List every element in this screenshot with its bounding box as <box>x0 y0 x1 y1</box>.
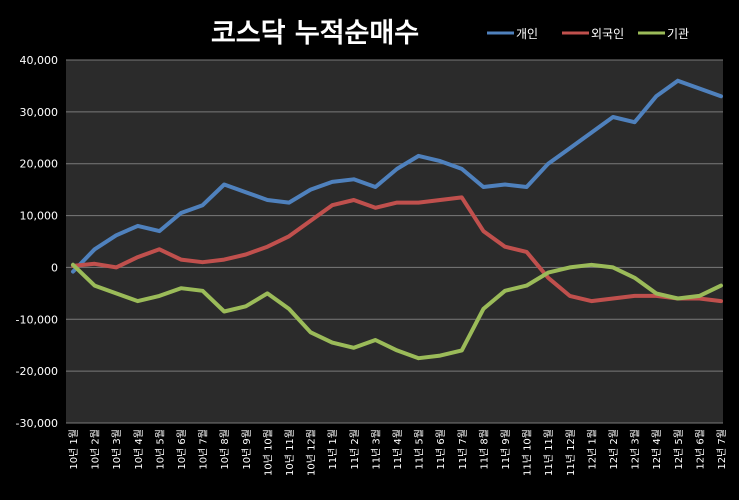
x-tick-label: 10년 1월 <box>68 429 80 470</box>
x-tick-label: 10년 4월 <box>133 429 145 470</box>
x-tick-label: 12년 7월 <box>716 429 728 470</box>
x-tick-label: 10년 7월 <box>198 429 210 470</box>
chart-title: 코스닥 누적순매수 <box>211 18 419 49</box>
y-tick-label: 40,000 <box>20 54 59 67</box>
x-tick-label: 10년 8월 <box>219 429 231 470</box>
y-tick-label: -30,000 <box>16 417 58 430</box>
x-tick-label: 10년 12월 <box>306 429 318 476</box>
x-tick-label: 11년 9월 <box>500 429 512 470</box>
x-tick-label: 11년 8월 <box>478 429 490 470</box>
series-line-기관 <box>71 262 723 361</box>
x-tick-label: 11년 4월 <box>392 429 404 470</box>
x-tick-label: 10년 5월 <box>154 429 166 470</box>
series-lines <box>71 78 723 361</box>
series-line-개인 <box>71 78 723 274</box>
plot-area <box>66 60 723 423</box>
legend: 개인 외국인 기관 <box>487 27 689 41</box>
x-tick-label: 11년 6월 <box>435 429 447 470</box>
x-tick-label: 12년 1월 <box>586 429 598 470</box>
y-tick-label: 10,000 <box>20 210 59 223</box>
x-tick-label: 11년 7월 <box>457 429 469 470</box>
x-tick-label: 10년 2월 <box>90 429 102 470</box>
x-tick-label: 11년 5월 <box>414 429 426 470</box>
x-tick-label: 11년 12월 <box>565 429 577 476</box>
x-tick-label: 11년 11월 <box>543 429 555 476</box>
y-tick-label: 0 <box>51 261 58 274</box>
legend-label: 기관 <box>667 27 689 41</box>
x-tick-label: 12년 2월 <box>608 429 620 470</box>
x-tick-label: 10년 10월 <box>262 429 274 476</box>
x-tick-label: 10년 6월 <box>176 429 188 470</box>
x-tick-label: 10년 3월 <box>111 429 123 470</box>
x-tick-label: 11년 3월 <box>370 429 382 470</box>
series-line-외국인 <box>71 195 723 304</box>
x-tick-label: 10년 11월 <box>284 429 296 476</box>
y-tick-label: -20,000 <box>16 365 58 378</box>
x-tick-label: 10년 9월 <box>241 429 253 470</box>
x-tick-label: 12년 3월 <box>630 429 642 470</box>
x-tick-label: 12년 6월 <box>694 429 706 470</box>
x-axis-ticks: 10년 1월 10년 2월 10년 3월 10년 4월 10년 5월 10년 6월 10년 … <box>68 429 728 476</box>
x-tick-label: 11년 2월 <box>349 429 361 470</box>
x-tick-label: 12년 5월 <box>673 429 685 470</box>
legend-label: 외국인 <box>591 27 624 41</box>
x-tick-label: 11년 10월 <box>522 429 534 476</box>
legend-label: 개인 <box>516 27 538 41</box>
x-tick-label: 12년 4월 <box>651 429 663 470</box>
y-tick-label: 30,000 <box>20 106 59 119</box>
y-axis-ticks: 40,000 30,000 20,000 10,000 0 -10,000 -20,000 -… <box>16 54 58 430</box>
y-tick-label: -10,000 <box>16 313 58 326</box>
x-tick-label: 11년 1월 <box>327 429 339 470</box>
y-tick-label: 20,000 <box>20 158 59 171</box>
